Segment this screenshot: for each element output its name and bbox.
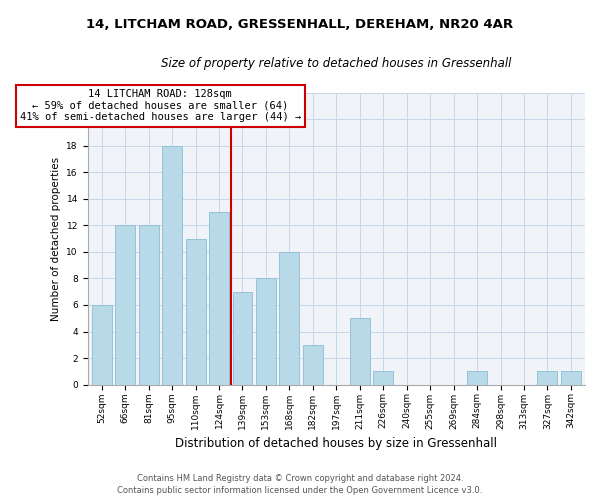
Bar (209, 212, 229, 384)
Text: 14 LITCHAM ROAD: 128sqm
← 59% of detached houses are smaller (64)
41% of semi-de: 14 LITCHAM ROAD: 128sqm ← 59% of detache… (20, 89, 301, 122)
Bar (303, 345, 323, 385)
Bar (256, 278, 276, 384)
Bar (280, 252, 299, 384)
Title: Size of property relative to detached houses in Gressenhall: Size of property relative to detached ho… (161, 58, 512, 70)
Bar (233, 292, 253, 384)
Bar (92, 305, 112, 384)
Text: Contains HM Land Registry data © Crown copyright and database right 2024.
Contai: Contains HM Land Registry data © Crown c… (118, 474, 482, 495)
Bar (373, 372, 393, 384)
Bar (139, 226, 158, 384)
Bar (350, 318, 370, 384)
Bar (538, 372, 557, 384)
Bar (185, 238, 206, 384)
Bar (115, 226, 135, 384)
Bar (467, 372, 487, 384)
Bar (162, 146, 182, 384)
X-axis label: Distribution of detached houses by size in Gressenhall: Distribution of detached houses by size … (175, 437, 497, 450)
Bar (561, 372, 581, 384)
Text: 14, LITCHAM ROAD, GRESSENHALL, DEREHAM, NR20 4AR: 14, LITCHAM ROAD, GRESSENHALL, DEREHAM, … (86, 18, 514, 30)
Y-axis label: Number of detached properties: Number of detached properties (51, 156, 61, 320)
